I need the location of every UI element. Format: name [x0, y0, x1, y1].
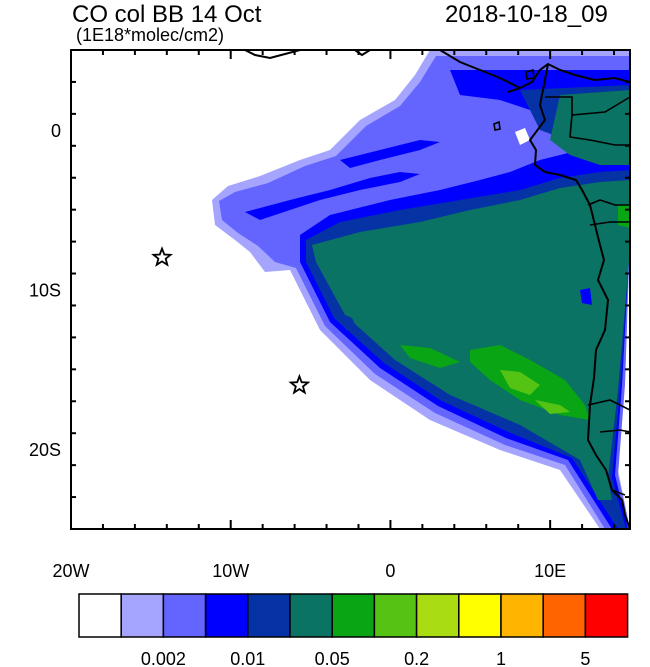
colorbar-label: 0.05: [315, 649, 350, 667]
axis-labels: 20W 10W 0 10E 0 10S 20S: [29, 121, 566, 581]
y-tick-label: 0: [51, 121, 61, 141]
coastline-north-edge: [244, 50, 371, 60]
colorbar-box: [162, 593, 207, 638]
plume-wisp: [245, 172, 420, 220]
contour-band-green: [618, 205, 630, 228]
blue-patch: [338, 312, 360, 335]
colorbar-label: 0.01: [230, 649, 265, 667]
contour-band-yellowgreen: [500, 370, 540, 395]
x-tick-label: 0: [385, 561, 395, 581]
star-marker-icon: [151, 246, 174, 267]
station-markers: [151, 246, 311, 395]
low-value-patch: [515, 128, 530, 145]
island-sao-tome: [493, 120, 501, 131]
coastline-gulf-guinea-north: [439, 50, 521, 89]
y-tick-label: 20S: [29, 440, 61, 460]
coastline-africa: [507, 62, 630, 529]
colorbar-label: 0.002: [141, 649, 186, 667]
colorbar-box: [78, 593, 122, 638]
x-tick-label: 10E: [534, 561, 566, 581]
colorbar-box: [584, 593, 629, 638]
plume-wisp: [340, 140, 440, 168]
colorbar-box: [458, 593, 502, 638]
colorbar-box: [204, 593, 249, 638]
x-tick-label: 20W: [52, 561, 89, 581]
blue-patch: [580, 288, 592, 305]
colorbar-box: [331, 593, 376, 638]
island-bioko: [525, 68, 535, 80]
colorbar-box: [373, 593, 418, 638]
plot-frame: [70, 49, 631, 530]
star-marker-icon: [288, 373, 311, 395]
contour-band-teal: [312, 180, 630, 500]
y-tick-label: 10S: [29, 281, 61, 301]
colorbar-box: [415, 593, 460, 638]
colorbar-box: [542, 593, 587, 638]
datetime-label: 2018-10-18_09: [445, 1, 608, 28]
co-column-field: [212, 50, 630, 529]
coastline: [244, 50, 630, 529]
axis-ticks: [70, 49, 630, 530]
colorbar-label: 0.2: [404, 649, 429, 667]
contour-band-yellowgreen: [535, 400, 570, 414]
colorbar-box: [500, 593, 544, 638]
units-label: (1E18*molec/cm2): [76, 25, 225, 45]
country-borders: [545, 96, 630, 496]
colorbar-label: 5: [580, 649, 590, 667]
x-tick-label: 10W: [212, 561, 249, 581]
map-title: CO col BB 14 Oct: [72, 1, 262, 28]
colorbar-box: [247, 593, 291, 638]
colorbar: 0.002 0.01 0.05 0.2 1 5: [78, 593, 629, 667]
contour-band-green: [400, 345, 460, 368]
colorbar-box: [289, 593, 333, 638]
colorbar-box: [120, 593, 165, 638]
colorbar-label: 1: [496, 649, 506, 667]
